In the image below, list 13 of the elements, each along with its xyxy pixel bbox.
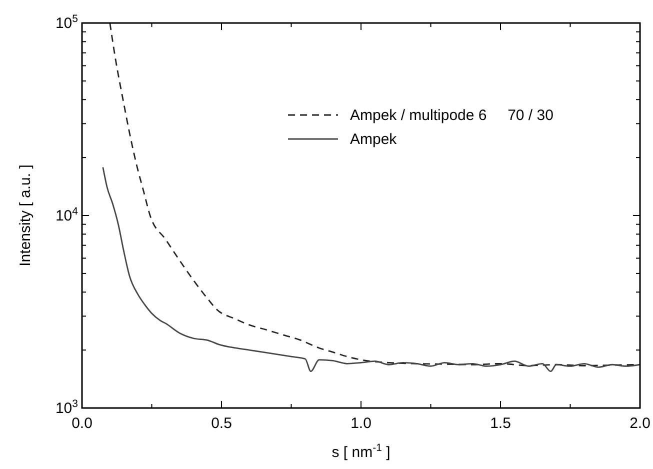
x-tick-label: 1.5 [490, 415, 511, 432]
y-tick-label: 10$^{4}$ [55, 206, 78, 224]
legend-label: Ampek / multipode 6 70 / 30 [350, 107, 554, 124]
x-tick-label: 0.5 [211, 415, 232, 432]
y-tick-label: 10$^{5}$ [55, 13, 78, 32]
x-tick-label: 2.0 [630, 415, 650, 432]
line-series [102, 166, 640, 372]
x-tick-label: 0.0 [72, 415, 92, 432]
legend-label: Ampek [350, 131, 398, 148]
x-axis-title: s [ nm$^{-1}$ ] [332, 442, 390, 461]
x-tick-label: 1.0 [350, 415, 372, 432]
y-axis-title: Intensity [ a.u. ] [17, 164, 34, 266]
y-tick-label: 10$^{3}$ [55, 398, 78, 417]
